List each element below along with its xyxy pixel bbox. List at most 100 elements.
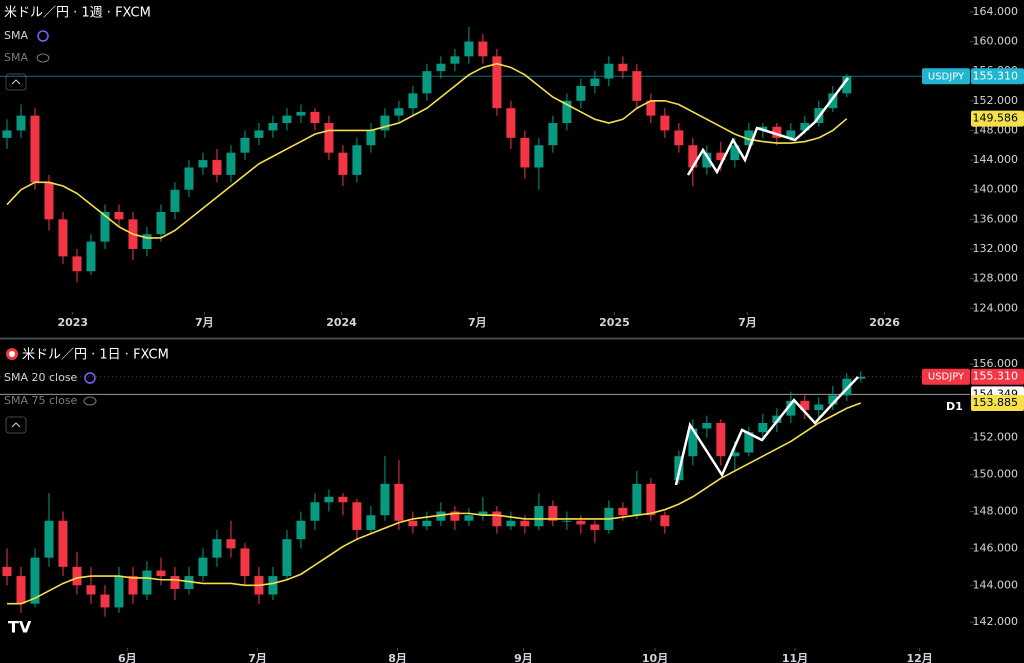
- candle-body: [744, 130, 754, 146]
- x-tick-label: 7月: [195, 316, 214, 329]
- indicator-label[interactable]: SMA: [4, 51, 28, 64]
- candle-body: [604, 63, 614, 79]
- candle-body: [352, 145, 362, 175]
- logo: TV: [8, 618, 32, 637]
- candle-body: [100, 594, 110, 608]
- chevron: [11, 79, 21, 85]
- candle-body: [632, 483, 642, 516]
- candle-body: [268, 123, 278, 131]
- y-tick-label: 156.000: [973, 357, 1019, 370]
- indicator-icon[interactable]: [84, 372, 96, 384]
- candle-body: [2, 566, 12, 577]
- candle-body: [856, 376, 866, 379]
- candle-body: [226, 539, 236, 549]
- y-tick-label: 152.000: [973, 94, 1019, 107]
- candle-body: [492, 511, 502, 527]
- indicator-icon[interactable]: [37, 30, 49, 42]
- candle-body: [296, 111, 306, 116]
- price-label-box: [971, 394, 1024, 411]
- candle-body: [492, 56, 502, 109]
- x-tick-label: 7月: [468, 316, 487, 329]
- candle-body: [394, 483, 404, 521]
- candle-body: [450, 511, 460, 521]
- candle-body: [716, 422, 726, 457]
- candle-body: [380, 483, 390, 516]
- candle-body: [394, 108, 404, 116]
- candle-body: [142, 234, 152, 250]
- x-tick-label: 7月: [738, 316, 757, 329]
- hidden-icon[interactable]: [83, 396, 97, 406]
- candle-body: [422, 520, 432, 527]
- candle-body: [478, 41, 488, 57]
- collapse-button[interactable]: [5, 73, 27, 91]
- y-tick-label: 132.000: [973, 242, 1019, 255]
- candle-body: [786, 130, 796, 138]
- candle-body: [240, 548, 250, 577]
- candle-body: [408, 520, 418, 527]
- candle-body: [646, 100, 656, 116]
- candle-body: [632, 71, 642, 101]
- candle-body: [240, 137, 250, 153]
- x-tick-label: 2023: [57, 316, 88, 329]
- indicator-label[interactable]: SMA 75 close: [4, 394, 78, 407]
- y-tick-label: 144.000: [973, 153, 1019, 166]
- candle-body: [562, 100, 572, 124]
- candle-body: [338, 496, 348, 503]
- candle-body: [562, 520, 572, 522]
- candle-body: [520, 137, 530, 168]
- candle-body: [212, 539, 222, 558]
- y-tick-label: 140.000: [973, 183, 1019, 196]
- hidden-icon[interactable]: [36, 53, 50, 63]
- candle-body: [618, 507, 628, 516]
- candle-body: [30, 115, 40, 183]
- y-tick-label: 160.000: [973, 35, 1019, 48]
- collapse-button[interactable]: [5, 416, 27, 434]
- indicator-label[interactable]: SMA: [4, 29, 28, 42]
- candle-body: [436, 511, 446, 521]
- candle-body: [324, 123, 334, 153]
- candle-body: [212, 160, 222, 175]
- candle-body: [688, 145, 698, 168]
- candle-body: [366, 515, 376, 530]
- indicator-label[interactable]: SMA 20 close: [4, 371, 78, 384]
- candle-body: [86, 585, 96, 595]
- flag-icon: [9, 351, 15, 357]
- sma-line: [6, 62, 848, 239]
- x-tick-label: 6月: [118, 652, 137, 663]
- candle-body: [772, 126, 782, 138]
- candle-body: [72, 256, 82, 272]
- candle-body: [590, 78, 600, 86]
- candle-body: [2, 130, 12, 138]
- candle-body: [282, 115, 292, 124]
- drawing-zigzag: [674, 376, 859, 486]
- y-tick-label: 150.000: [973, 468, 1019, 481]
- candle-body: [380, 115, 390, 131]
- candle-body: [170, 189, 180, 212]
- y-tick-label: 124.000: [973, 301, 1019, 314]
- candle-body: [786, 400, 796, 416]
- candle-body: [422, 71, 432, 94]
- candle-body: [114, 211, 124, 220]
- candle-body: [548, 123, 558, 146]
- x-tick-label: 2025: [599, 316, 630, 329]
- candle-body: [100, 211, 110, 242]
- y-tick-label: 148.000: [973, 123, 1019, 136]
- y-tick-label: 144.000: [973, 578, 1019, 591]
- candle-body: [576, 520, 586, 525]
- candle-body: [450, 56, 460, 64]
- candle-body: [506, 108, 516, 138]
- candle-body: [800, 400, 810, 411]
- candle-body: [142, 570, 152, 595]
- x-tick-label: 2026: [869, 316, 900, 329]
- candle-body: [254, 130, 264, 138]
- candle-body: [268, 576, 278, 595]
- y-tick-label: 148.000: [973, 505, 1019, 518]
- bottom-title: 米ドル／円 · 1日 · FXCM: [22, 348, 169, 363]
- chevron: [11, 422, 21, 428]
- price-label: 149.586: [973, 112, 1019, 125]
- price-label-box: [971, 368, 1024, 385]
- x-tick-label: 12月: [906, 652, 932, 663]
- candle-body: [744, 432, 754, 453]
